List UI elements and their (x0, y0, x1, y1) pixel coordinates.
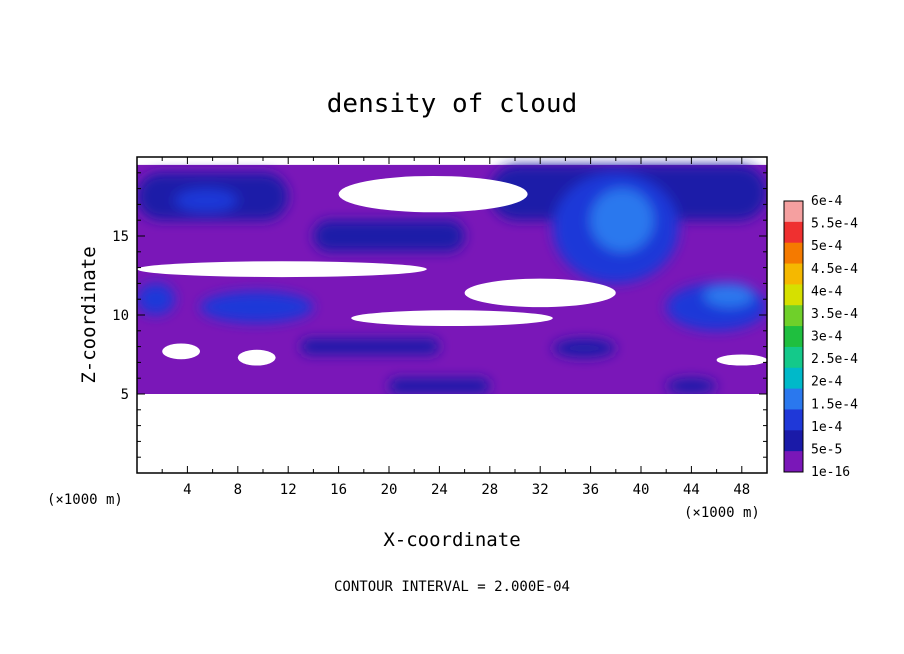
density-field (137, 164, 767, 473)
colorbar-label: 2.5e-4 (811, 352, 858, 367)
colorbar-label: 3e-4 (811, 330, 842, 345)
density-region-9 (137, 283, 175, 316)
x-tick-label: 12 (280, 482, 297, 498)
clear-region-5 (162, 343, 201, 360)
colorbar: 1e-16 5e-5 1e-4 1.5e-4 2e-4 2.5e-4 3e-4 3.5e-4 4… (783, 194, 858, 480)
density-regions (137, 164, 767, 394)
x-ticks: 4 8 12 16 20 24 28 32 36 40 44 48 (161, 157, 750, 498)
colorbar-swatch (784, 367, 803, 390)
colorbar-swatch (784, 263, 803, 285)
colorbar-frame (783, 200, 804, 473)
colorbar-swatch (784, 409, 803, 431)
clear-region-4 (351, 310, 553, 327)
y-axis-label: Z-coordinate (78, 246, 100, 383)
colorbar-label: 3.5e-4 (811, 307, 858, 322)
colorbar-swatch (784, 451, 803, 473)
density-region-11 (300, 338, 440, 355)
colorbar-label: 5e-5 (811, 442, 842, 457)
x-axis-label: X-coordinate (383, 529, 520, 551)
colorbar-swatch (784, 221, 803, 244)
clear-region-6 (237, 349, 276, 366)
clear-region-1 (338, 175, 528, 213)
colorbar-swatch (784, 346, 803, 369)
density-region-10 (200, 291, 314, 323)
colorbar-label: 1e-16 (811, 465, 850, 480)
x-tick-label: 36 (582, 482, 599, 498)
x-tick-label: 44 (683, 482, 700, 498)
colorbar-label: 2e-4 (811, 375, 842, 390)
density-region-14 (389, 378, 490, 394)
clear-region-2 (137, 261, 427, 278)
colorbar-label: 4.5e-4 (811, 262, 858, 277)
x-tick-label: 28 (481, 482, 498, 498)
colorbar-label: 1.5e-4 (811, 397, 858, 412)
x-tick-label: 8 (234, 482, 242, 498)
colorbar-label: 5.5e-4 (811, 217, 858, 232)
colorbar-swatch (784, 305, 803, 327)
x-tick-label: 20 (381, 482, 398, 498)
density-region-8 (704, 283, 755, 308)
z-unit-label: (×1000 m) (47, 492, 123, 508)
y-tick-label: 5 (121, 387, 129, 403)
colorbar-swatch (784, 388, 803, 410)
clear-region-3 (464, 278, 616, 308)
x-tick-label: 48 (733, 482, 750, 498)
clear-region-7 (716, 354, 767, 366)
colorbar-swatch (784, 242, 803, 265)
chart-title: density of cloud (327, 89, 577, 119)
colorbar-label: 5e-4 (811, 239, 842, 254)
density-region-6 (590, 188, 654, 252)
x-tick-label: 32 (532, 482, 549, 498)
x-unit-label: (×1000 m) (684, 505, 760, 521)
colorbar-swatch (784, 284, 803, 306)
density-region-3 (313, 220, 465, 252)
density-region-2 (174, 188, 238, 213)
density-region-13 (666, 378, 717, 394)
y-ticks: 5 10 15 (112, 172, 767, 458)
clear-region-8 (137, 394, 767, 473)
contour-interval-note: CONTOUR INTERVAL = 2.000E-04 (334, 579, 570, 595)
y-tick-label: 10 (112, 308, 129, 324)
colorbar-swatch (784, 326, 803, 348)
colorbar-label: 1e-4 (811, 420, 842, 435)
y-tick-label: 15 (112, 229, 129, 245)
colorbar-label: 4e-4 (811, 284, 842, 299)
x-tick-label: 24 (431, 482, 448, 498)
density-region-12 (552, 338, 616, 358)
colorbar-label: 6e-4 (811, 194, 842, 209)
x-tick-label: 40 (633, 482, 650, 498)
colorbar-swatch (784, 201, 803, 223)
x-tick-label: 4 (183, 482, 191, 498)
clear-regions (137, 175, 767, 473)
colorbar-swatch (784, 430, 803, 452)
x-tick-label: 16 (330, 482, 347, 498)
